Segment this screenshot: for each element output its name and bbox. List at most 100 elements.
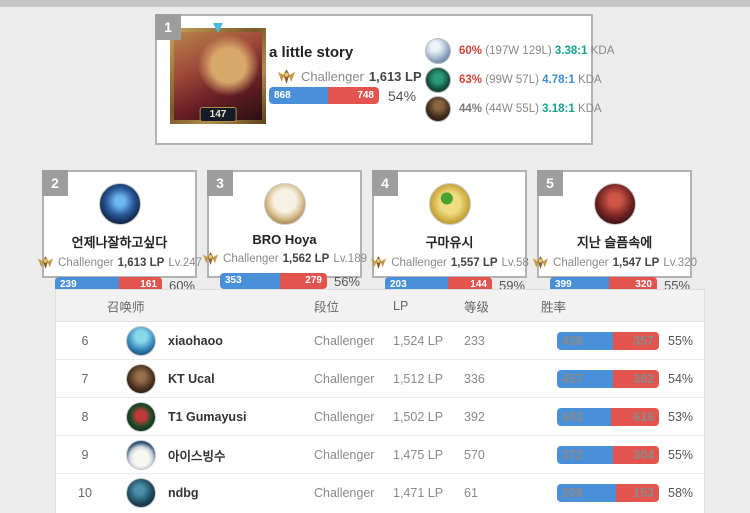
tier-label: Challenger	[314, 486, 375, 500]
lp-value: 1,613 LP	[117, 256, 165, 269]
rank-3-player-card[interactable]: 3 BRO Hoya Challenger 1,562 LP Lv.189 35…	[203, 170, 367, 289]
challenger-crest-icon	[203, 252, 219, 266]
rank-5-player-card[interactable]: 5 지난 슬픔속에 Challenger 1,547 LP Lv.320 399…	[533, 170, 697, 293]
player-avatar	[263, 183, 306, 225]
row-rank: 7	[81, 371, 89, 386]
lp-value: 1,613 LP	[368, 69, 422, 84]
winloss-bar: 868 748	[269, 87, 379, 104]
table-row[interactable]: 7 KT Ucal Challenger 1,512 LP 336 457 38…	[56, 360, 704, 398]
table-row[interactable]: 9 아이스빙수 Challenger 1,475 LP 570 372 304 …	[56, 436, 704, 474]
winloss-bar: 436 357	[557, 331, 659, 350]
player-name[interactable]: 지난 슬픔속에	[576, 235, 653, 250]
player-avatar	[126, 401, 156, 432]
player-avatar	[126, 363, 156, 394]
losses-segment: 304	[613, 445, 659, 464]
column-header-winrate: 胜率	[541, 300, 567, 314]
table-header: 召唤师 段位 LP 等级 胜率	[56, 290, 704, 322]
level-value: 61	[464, 486, 478, 500]
leaderboard-panel: 召唤师 段位 LP 等级 胜率 6 xiaohaoo Challenger 1,…	[55, 289, 705, 513]
summoner-level-badge: 147	[199, 107, 237, 122]
champion-avatar	[425, 38, 451, 64]
level-value: Lv.189	[333, 252, 367, 265]
winloss-bar: 208 153	[557, 484, 659, 502]
champion-stat-row[interactable]: 63% (99W 57L) 4.78:1 KDA	[425, 67, 614, 93]
player-name[interactable]: 구마유시	[425, 235, 474, 250]
player-name[interactable]: T1 Gumayusi	[168, 409, 247, 424]
lp-value: 1,475 LP	[393, 447, 444, 462]
player-name[interactable]: BRO Hoya	[252, 232, 317, 247]
wins-segment: 436	[557, 331, 614, 350]
player-name[interactable]: KT Ucal	[168, 371, 215, 386]
champion-kda: 3.18:1	[542, 103, 575, 115]
lp-value: 1,557 LP	[450, 256, 498, 269]
tier-row: Challenger 1,547 LP Lv.320	[533, 255, 697, 270]
champion-record: (44W 55L)	[485, 103, 539, 115]
table-row[interactable]: 6 xiaohaoo Challenger 1,524 LP 233 436 3…	[56, 322, 704, 360]
rank-2-player-card[interactable]: 2 언제나잘하고싶다 Challenger 1,613 LP Lv.247 23…	[38, 170, 202, 293]
champion-avatar	[425, 67, 451, 93]
winrate-value: 54%	[388, 87, 417, 104]
lp-value: 1,512 LP	[393, 371, 444, 386]
challenger-crest-icon	[533, 256, 549, 270]
lp-value: 1,471 LP	[393, 486, 444, 500]
table-row[interactable]: 8 T1 Gumayusi Challenger 1,502 LP 392 68…	[56, 398, 704, 436]
losses-segment: 748	[328, 87, 379, 104]
challenger-crest-icon	[38, 256, 54, 270]
rank-4-player-card[interactable]: 4 구마유시 Challenger 1,557 LP Lv.58 203 144…	[371, 170, 529, 293]
wins-segment: 208	[557, 484, 616, 502]
table-row[interactable]: 10 ndbg Challenger 1,471 LP 61 208 153 5…	[56, 474, 704, 512]
column-header-lp: LP	[393, 298, 409, 313]
champion-stat-row[interactable]: 44% (44W 55L) 3.18:1 KDA	[425, 96, 614, 122]
player-avatar	[593, 183, 636, 225]
winloss-row: 868 748 54%	[269, 87, 416, 104]
player-name[interactable]: a little story	[269, 44, 354, 61]
tier-label: Challenger	[314, 409, 375, 424]
level-value: Lv.247	[168, 256, 202, 269]
champion-stat-text: 60% (197W 129L) 3.38:1 KDA	[459, 45, 614, 57]
rank-badge: 3	[207, 170, 233, 196]
level-value: Lv.58	[501, 256, 529, 269]
rank-1-player-card[interactable]: 1 147 a little story Challenger 1,613 LP…	[155, 14, 614, 145]
champion-stat-text: 63% (99W 57L) 4.78:1 KDA	[459, 74, 602, 86]
lp-value: 1,562 LP	[282, 252, 330, 265]
wins-segment: 353	[220, 273, 280, 289]
challenger-crest-icon	[371, 256, 387, 270]
column-header-level: 等级	[464, 300, 490, 314]
losses-segment: 382	[612, 369, 659, 388]
rank-badge: 2	[42, 170, 68, 196]
player-name[interactable]: 언제나잘하고싶다	[71, 235, 168, 250]
champion-stat-row[interactable]: 60% (197W 129L) 3.38:1 KDA	[425, 38, 614, 64]
tier-row: Challenger 1,557 LP Lv.58	[371, 255, 529, 270]
kda-label: KDA	[577, 103, 602, 115]
tier-label: Challenger	[391, 256, 447, 269]
winrate-value: 60%	[168, 277, 195, 293]
player-name[interactable]: 아이스빙수	[168, 449, 226, 463]
column-header-summoner: 召唤师	[107, 300, 145, 314]
tier-row: Challenger 1,613 LP	[277, 68, 422, 85]
player-avatar	[126, 478, 156, 508]
winloss-bar: 683 616	[557, 407, 659, 426]
level-value: Lv.320	[663, 256, 697, 269]
player-name[interactable]: ndbg	[168, 486, 199, 500]
champion-record: (99W 57L)	[485, 74, 539, 86]
player-avatar	[98, 183, 141, 225]
winloss-bar: 457 382	[557, 369, 659, 388]
level-value: 570	[464, 447, 485, 462]
level-value: 392	[464, 409, 485, 424]
champion-winrate: 44%	[459, 103, 483, 115]
winrate-value: 58%	[668, 486, 694, 500]
kda-label: KDA	[590, 45, 615, 57]
tier-row: Challenger 1,613 LP Lv.247	[38, 255, 202, 270]
lp-value: 1,502 LP	[393, 409, 444, 424]
wins-segment: 868	[269, 87, 329, 104]
champion-stats-list: 60% (197W 129L) 3.38:1 KDA 63% (99W 57L)…	[425, 38, 614, 125]
tier-label: Challenger	[301, 69, 364, 84]
champion-kda: 3.38:1	[554, 45, 588, 57]
tier-row: Challenger 1,562 LP Lv.189	[203, 251, 367, 266]
column-header-tier: 段位	[314, 300, 340, 314]
winloss-bar: 353 279	[220, 273, 327, 289]
lp-value: 1,524 LP	[393, 333, 444, 348]
player-avatar	[126, 439, 156, 470]
losses-segment: 279	[279, 273, 327, 289]
player-name[interactable]: xiaohaoo	[168, 333, 223, 348]
